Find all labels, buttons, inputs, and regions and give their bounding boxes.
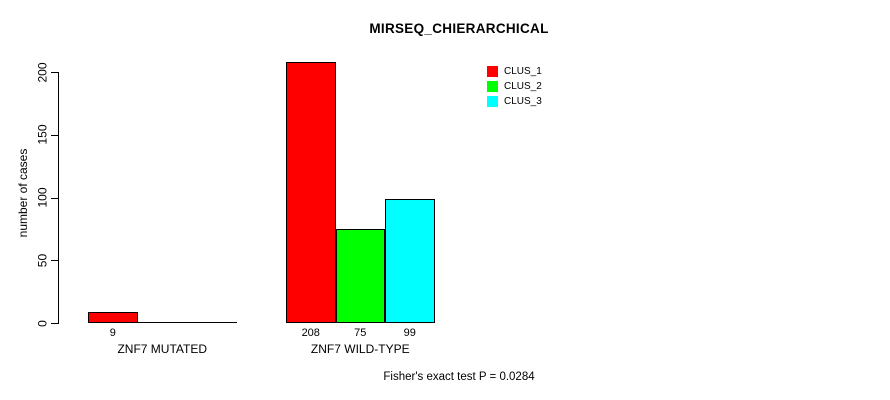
legend-row: CLUS_1: [487, 64, 542, 79]
y-tick-label: 200: [35, 62, 50, 83]
x-category-label: ZNF7 WILD-TYPE: [310, 342, 410, 356]
x-category-label: ZNF7 MUTATED: [117, 342, 208, 356]
chart-title: MIRSEQ_CHIERARCHICAL: [369, 21, 549, 36]
bar-clus_1-1: [88, 312, 138, 323]
y-tick-mark: [51, 260, 58, 261]
bar-value-label: 9: [109, 327, 116, 339]
bar-clus_2-2: [335, 229, 385, 323]
y-tick-label: 100: [35, 187, 50, 208]
fisher-test-annotation: Fisher's exact test P = 0.0284: [383, 371, 535, 383]
y-axis-title: number of cases: [16, 148, 30, 238]
y-tick-label: 150: [35, 124, 50, 145]
y-tick-mark: [51, 198, 58, 199]
legend-row: CLUS_3: [487, 94, 542, 109]
legend-swatch-clus_1: [487, 66, 498, 77]
bar-value-label: 99: [403, 327, 416, 339]
legend-row: CLUS_2: [487, 79, 542, 94]
zero-bar-clus_2-1: [137, 322, 187, 323]
legend-label: CLUS_1: [504, 66, 542, 77]
legend: CLUS_1 CLUS_2 CLUS_3: [487, 64, 542, 109]
bar-clus_3-2: [385, 199, 435, 323]
bar-clus_1-2: [286, 62, 336, 323]
y-tick-mark: [51, 323, 58, 324]
legend-label: CLUS_3: [504, 96, 542, 107]
zero-bar-clus_3-1: [187, 322, 237, 323]
bar-value-label: 75: [354, 327, 367, 339]
legend-label: CLUS_2: [504, 81, 542, 92]
legend-swatch-clus_3: [487, 96, 498, 107]
y-tick-label: 0: [35, 320, 50, 327]
y-tick-mark: [51, 72, 58, 73]
bar-value-label: 208: [301, 327, 320, 339]
y-tick-mark: [51, 135, 58, 136]
y-tick-label: 50: [35, 253, 50, 268]
y-axis-line: [58, 72, 59, 324]
legend-swatch-clus_2: [487, 81, 498, 92]
